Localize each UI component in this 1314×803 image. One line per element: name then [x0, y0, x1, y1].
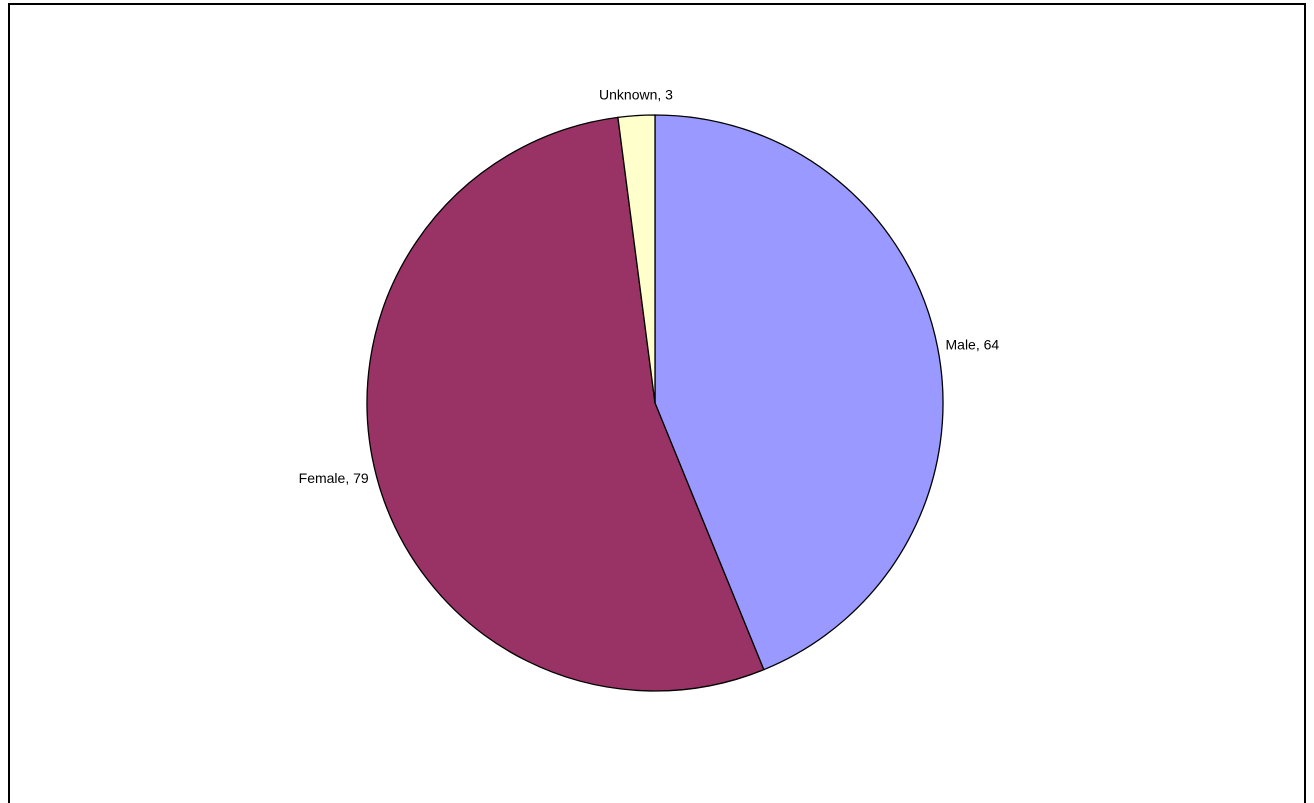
pie-label-unknown: Unknown, 3 [599, 86, 673, 102]
pie-slice-female [366, 116, 765, 692]
pie-slice-male [654, 114, 944, 671]
pie-slice-unknown [617, 114, 656, 404]
pie-label-male: Male, 64 [946, 336, 1000, 352]
pie-slices [366, 114, 944, 692]
pie-label-female: Female, 79 [299, 470, 369, 486]
pie-labels: Male, 64 Female, 79 Unknown, 3 [299, 86, 1000, 486]
